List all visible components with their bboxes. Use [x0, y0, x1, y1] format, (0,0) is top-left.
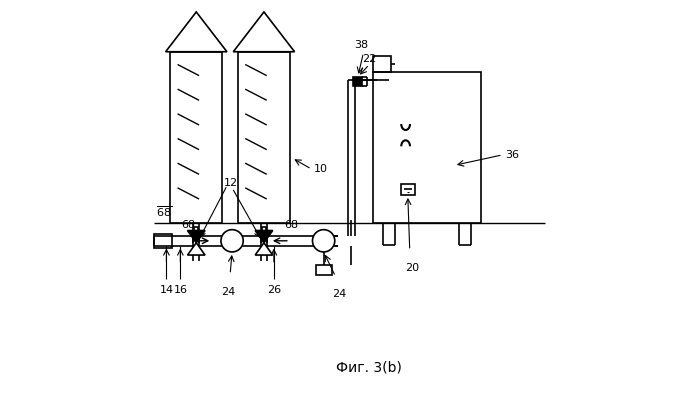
Text: 20: 20 — [405, 263, 419, 273]
Text: 24: 24 — [333, 289, 347, 298]
Polygon shape — [166, 12, 227, 52]
Bar — [373, 72, 481, 223]
Text: 24: 24 — [221, 287, 236, 297]
Text: 36: 36 — [505, 150, 519, 160]
Text: 14: 14 — [159, 285, 173, 295]
Text: Фиг. 3(b): Фиг. 3(b) — [336, 360, 403, 374]
Bar — [171, 52, 222, 223]
Bar — [154, 234, 173, 248]
Text: 10: 10 — [314, 164, 328, 174]
Bar — [316, 265, 331, 275]
Bar — [238, 52, 290, 223]
Bar — [354, 77, 362, 86]
Circle shape — [312, 230, 335, 252]
Bar — [194, 227, 199, 230]
Text: 16: 16 — [173, 285, 187, 295]
Bar — [373, 56, 391, 72]
Text: 38: 38 — [354, 40, 368, 50]
Polygon shape — [187, 230, 205, 243]
Polygon shape — [233, 12, 294, 52]
Bar — [401, 184, 415, 195]
Bar — [262, 227, 266, 230]
Text: 68: 68 — [181, 220, 196, 230]
Polygon shape — [255, 243, 273, 255]
Text: 12: 12 — [224, 178, 238, 188]
Circle shape — [221, 230, 243, 252]
Text: 22: 22 — [362, 54, 377, 64]
Text: 26: 26 — [267, 285, 281, 295]
Text: $\overline{68}$: $\overline{68}$ — [156, 204, 172, 219]
Text: 68: 68 — [284, 220, 299, 230]
Polygon shape — [255, 230, 273, 243]
Polygon shape — [187, 243, 205, 255]
